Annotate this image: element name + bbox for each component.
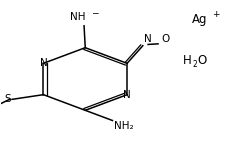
Text: S: S	[4, 94, 11, 104]
Text: N: N	[123, 90, 131, 100]
Text: +: +	[212, 9, 220, 18]
Text: O: O	[161, 34, 169, 44]
Text: 2: 2	[192, 60, 197, 69]
Text: N: N	[144, 34, 152, 44]
Text: NH₂: NH₂	[114, 121, 133, 131]
Text: N: N	[40, 58, 47, 68]
Text: −: −	[91, 8, 98, 17]
Text: NH: NH	[70, 12, 86, 22]
Text: O: O	[197, 54, 206, 67]
Text: Ag: Ag	[191, 13, 207, 26]
Text: H: H	[183, 54, 192, 67]
